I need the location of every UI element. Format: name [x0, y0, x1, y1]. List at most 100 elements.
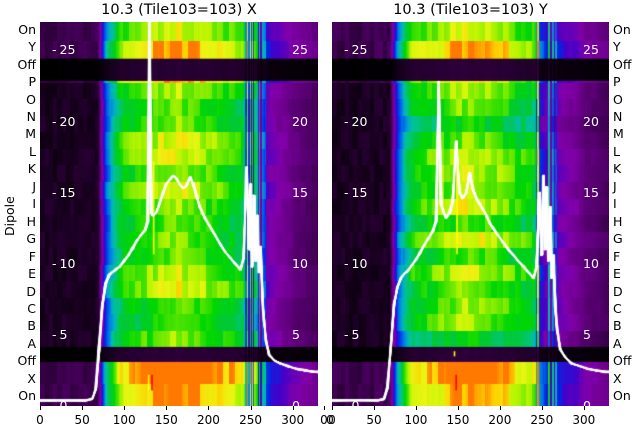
dipole-label-right-off-2: Off — [613, 56, 632, 72]
y-tick-label-inner-right: 5 — [583, 326, 591, 342]
x-tick-label: 300 — [572, 413, 596, 427]
x-tick-label: 100 — [404, 413, 428, 427]
x-tick-label: 200 — [488, 413, 512, 427]
x-tick-label: 250 — [239, 413, 263, 427]
y-tick-label-inner: -15 — [344, 184, 368, 200]
dipole-label-left-off-19: Off — [17, 353, 36, 369]
dipole-label-left-l-7: L — [29, 143, 36, 159]
x-tick-label: 50 — [366, 413, 382, 427]
dipole-label-left-x-20: X — [27, 370, 36, 386]
y-tick-label-inner-right: 0 — [583, 398, 591, 406]
dipole-label-left-j-9: J — [32, 178, 36, 194]
dipole-label-left-y-1: Y — [28, 39, 36, 55]
dipole-label-right-b-17: B — [613, 318, 622, 334]
x-tick-mark — [373, 406, 375, 410]
x-tick-mark — [166, 406, 168, 410]
dipole-label-left-i-10: I — [32, 196, 36, 212]
y-tick-label-inner-right: 5 — [292, 326, 300, 342]
y-tick-label-inner: -5 — [52, 326, 68, 342]
dipole-label-right-p-3: P — [613, 74, 621, 90]
dipole-label-left-on-0: On — [18, 21, 36, 37]
x-tick-mark — [324, 406, 325, 410]
x-tick-mark — [583, 406, 585, 410]
dipole-label-left-on-21: On — [18, 388, 36, 404]
y-tick-label-inner: -15 — [52, 184, 76, 200]
x-tick-mark — [82, 406, 84, 410]
dipole-label-left-p-3: P — [28, 74, 36, 90]
dipole-label-left-off-2: Off — [17, 56, 36, 72]
dipole-label-left-g-12: G — [26, 231, 36, 247]
dipole-label-left-e-14: E — [28, 266, 36, 282]
y-tick-label-inner-right: 15 — [583, 184, 599, 200]
panel-y-title: 10.3 (Tile103=103) Y — [393, 2, 548, 18]
x-tick-mark — [124, 406, 126, 410]
x-tick-label: 0 — [326, 413, 334, 427]
x-tick-label: 100 — [112, 413, 136, 427]
dipole-label-left-m-6: M — [25, 126, 36, 142]
x-tick-mark — [208, 406, 210, 410]
waterfall-heatmap — [332, 22, 609, 406]
y-tick-label-inner-right: 0 — [292, 398, 300, 406]
dipole-label-right-y-1: Y — [613, 39, 621, 55]
x-tick-mark — [415, 406, 417, 410]
x-tick-mark — [457, 406, 459, 410]
panel-y-plot-area[interactable]: -25 -20 -15 -10 -5 -0 25 20 15 10 5 0 — [332, 22, 609, 406]
y-tick-label-inner: -0 — [52, 398, 68, 406]
dipole-label-right-o-4: O — [613, 91, 623, 107]
y-tick-label-inner-right: 20 — [292, 113, 308, 129]
dipole-label-left-c-16: C — [27, 301, 36, 316]
x-tick-label: 50 — [74, 413, 90, 427]
dipole-label-right-g-12: G — [613, 231, 623, 247]
dipole-label-right-e-14: E — [613, 266, 621, 282]
dipole-label-left-n-5: N — [26, 109, 36, 124]
dipole-label-left-d-15: D — [26, 283, 36, 299]
x-tick-mark — [292, 406, 294, 410]
dipole-label-right-on-21: On — [613, 388, 631, 404]
y-tick-label-inner: -25 — [344, 42, 368, 58]
dipole-label-right-i-10: I — [613, 196, 617, 212]
y-tick-label-inner: -0 — [344, 398, 360, 406]
dipole-label-left-b-17: B — [27, 318, 36, 334]
x-tick-label: 250 — [530, 413, 554, 427]
dipole-label-right-f-13: F — [613, 248, 621, 264]
panel-x-plot-area[interactable]: -25 -20 -15 -10 -5 -0 25 20 15 10 5 0 — [40, 22, 318, 406]
dipole-label-right-h-11: H — [613, 213, 623, 229]
dipole-label-right-m-6: M — [613, 126, 624, 142]
dipole-label-left-k-8: K — [27, 161, 36, 177]
dipole-label-left-o-4: O — [26, 91, 36, 107]
waterfall-heatmap — [40, 22, 318, 406]
x-tick-mark — [541, 406, 543, 410]
dipole-label-left-f-13: F — [28, 248, 36, 264]
dipole-label-right-l-7: L — [613, 143, 620, 159]
x-tick-label: 150 — [446, 413, 470, 427]
y-tick-label-inner-right: 25 — [292, 42, 308, 58]
x-tick-label: 150 — [154, 413, 178, 427]
dipole-label-left-h-11: H — [26, 213, 36, 229]
x-tick-label: 0 — [320, 413, 328, 427]
x-tick-label: 200 — [197, 413, 220, 427]
dipole-label-right-on-0: On — [613, 21, 631, 37]
x-tick-label: 0 — [36, 413, 44, 427]
x-tick-mark — [40, 406, 41, 410]
x-tick-mark — [250, 406, 252, 410]
x-tick-label: 300 — [281, 413, 305, 427]
y-tick-label-inner: -20 — [52, 113, 76, 129]
y-tick-label-inner: -25 — [52, 42, 76, 58]
y-tick-label-inner: -5 — [344, 326, 360, 342]
dipole-label-right-off-19: Off — [613, 353, 632, 369]
x-tick-mark — [332, 406, 333, 410]
dipole-label-right-c-16: C — [613, 301, 622, 316]
x-tick-label: 0 — [328, 413, 336, 427]
x-tick-mark — [499, 406, 501, 410]
dipole-label-right-j-9: J — [613, 178, 617, 194]
y-tick-label-inner-right: 20 — [583, 113, 599, 129]
y-tick-label-inner: -20 — [344, 113, 368, 129]
dipole-label-right-k-8: K — [613, 161, 622, 177]
y-tick-label-inner: -10 — [344, 255, 368, 271]
y-tick-label-inner: -10 — [52, 255, 76, 271]
panel-x-title: 10.3 (Tile103=103) X — [101, 2, 257, 18]
dipole-label-right-a-18: A — [613, 335, 622, 351]
dipole-label-left-a-18: A — [27, 335, 36, 351]
y-tick-label-inner-right: 10 — [292, 255, 308, 271]
